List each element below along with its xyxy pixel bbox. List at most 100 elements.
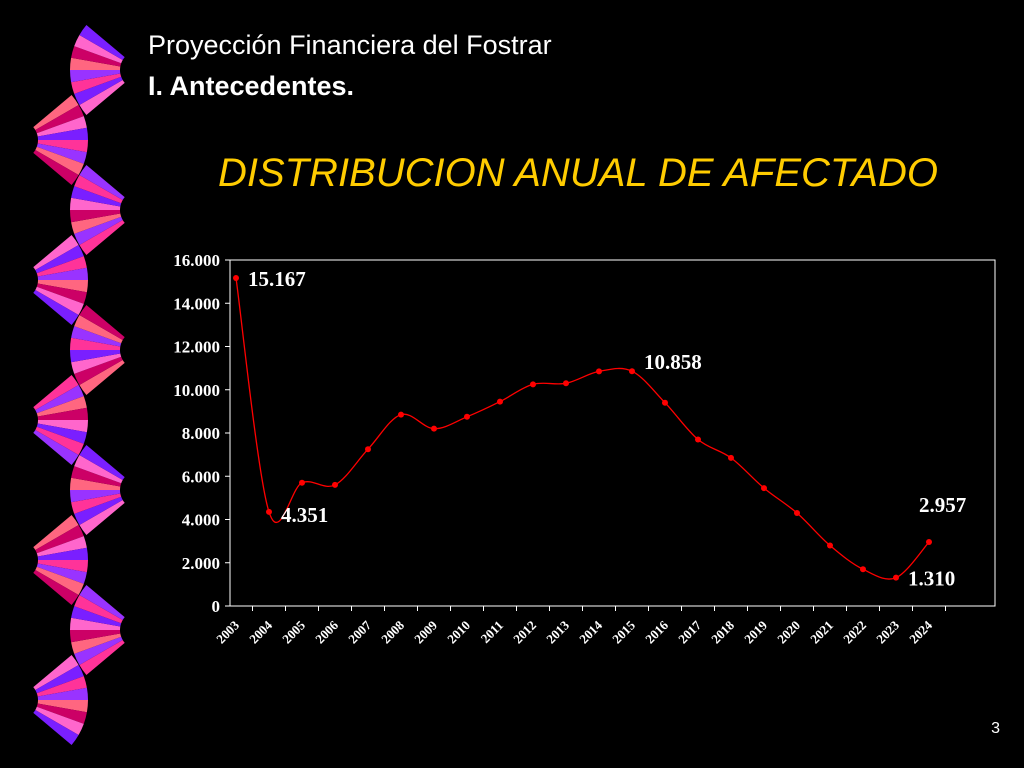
- fan-wedge: [79, 445, 125, 480]
- fan-wedge: [37, 700, 88, 713]
- fan-wedge: [71, 73, 122, 94]
- fan-wedge: [70, 490, 121, 503]
- fan-wedge: [70, 210, 121, 223]
- fan-wedge: [33, 515, 79, 550]
- data-point: [893, 574, 899, 581]
- fan-wedge: [37, 280, 88, 293]
- fan-wedge: [74, 76, 123, 105]
- fan-wedge: [37, 127, 88, 140]
- fan-wedge: [71, 466, 122, 487]
- fan-wedge: [35, 286, 84, 315]
- fan-wedge: [79, 500, 125, 535]
- fan-wedge: [35, 385, 84, 414]
- data-point: [662, 399, 668, 406]
- fan-wedge: [79, 305, 125, 340]
- decoration: [33, 25, 125, 745]
- fan-wedge: [36, 536, 87, 557]
- fan-wedge: [36, 143, 87, 164]
- fan-wedge: [79, 165, 125, 200]
- fan-wedge: [35, 566, 84, 595]
- fan-wedge: [79, 640, 125, 675]
- fan-wedge: [37, 140, 88, 153]
- fan-wedge: [74, 175, 123, 204]
- fan-wedge: [33, 95, 79, 130]
- fan-wedge: [74, 356, 123, 385]
- fan-wedge: [35, 665, 84, 694]
- fan-wedge: [36, 563, 87, 584]
- fan-wedge: [71, 353, 122, 374]
- data-point: [596, 368, 602, 375]
- fan-wedge: [79, 360, 125, 395]
- fan-wedge: [71, 213, 122, 234]
- data-point: [728, 454, 734, 461]
- data-label: 1.310: [908, 567, 955, 591]
- fan-wedge: [37, 547, 88, 560]
- fan-wedge: [71, 186, 122, 207]
- fan-wedge: [37, 560, 88, 573]
- fan-wedge: [37, 407, 88, 420]
- fan-wedge: [74, 35, 123, 64]
- y-tick-label: 12.000: [173, 338, 220, 357]
- fan-wedge: [33, 430, 79, 465]
- data-point: [761, 485, 767, 492]
- fan-wedge: [35, 105, 84, 134]
- fan-wedge: [71, 633, 122, 654]
- fan-wedge: [70, 70, 121, 83]
- fan-wedge: [33, 150, 79, 185]
- data-point: [926, 539, 932, 546]
- y-tick-label: 4.000: [182, 511, 220, 530]
- data-point: [563, 380, 569, 387]
- fan-wedge: [79, 80, 125, 115]
- fan-wedge: [37, 420, 88, 433]
- y-tick-label: 6.000: [182, 467, 220, 486]
- slide-title: Proyección Financiera del Fostrar: [148, 30, 552, 60]
- data-point: [233, 275, 239, 282]
- data-point: [431, 425, 437, 432]
- fan-wedge: [70, 350, 121, 363]
- data-point: [497, 398, 503, 405]
- fan-wedge: [70, 630, 121, 643]
- fan-wedge: [36, 676, 87, 697]
- y-tick-label: 2.000: [182, 554, 220, 573]
- fan-wedge: [33, 570, 79, 605]
- fan-wedge: [33, 655, 79, 690]
- data-label: 2.957: [919, 493, 966, 517]
- fan-wedge: [37, 687, 88, 700]
- y-tick-label: 14.000: [173, 294, 220, 313]
- fan-wedge: [74, 636, 123, 665]
- data-point: [464, 413, 470, 420]
- fan-wedge: [74, 455, 123, 484]
- fan-wedge: [36, 116, 87, 137]
- data-point: [695, 436, 701, 443]
- fan-wedge: [35, 706, 84, 735]
- fan-wedge: [71, 46, 122, 67]
- fan-wedge: [33, 375, 79, 410]
- data-point: [629, 368, 635, 375]
- data-point: [398, 411, 404, 418]
- fan-wedge: [33, 290, 79, 325]
- fan-wedge: [71, 493, 122, 514]
- fan-wedge: [79, 585, 125, 620]
- fan-wedge: [70, 197, 121, 210]
- fan-wedge: [33, 235, 79, 270]
- fan-wedge: [35, 426, 84, 455]
- fan-wedge: [36, 396, 87, 417]
- fan-wedge: [70, 57, 121, 70]
- fan-wedge: [70, 617, 121, 630]
- fan-wedge: [70, 477, 121, 490]
- data-point: [794, 510, 800, 517]
- fan-wedge: [79, 220, 125, 255]
- data-point: [365, 446, 371, 453]
- fan-wedge: [36, 256, 87, 277]
- fan-wedge: [36, 283, 87, 304]
- fan-wedge: [74, 496, 123, 525]
- fan-wedge: [74, 315, 123, 344]
- fan-wedge: [36, 703, 87, 724]
- y-tick-label: 16.000: [173, 251, 220, 270]
- fan-wedge: [74, 216, 123, 245]
- fan-wedge: [36, 423, 87, 444]
- y-tick-label: 10.000: [173, 381, 220, 400]
- fan-wedge: [71, 326, 122, 347]
